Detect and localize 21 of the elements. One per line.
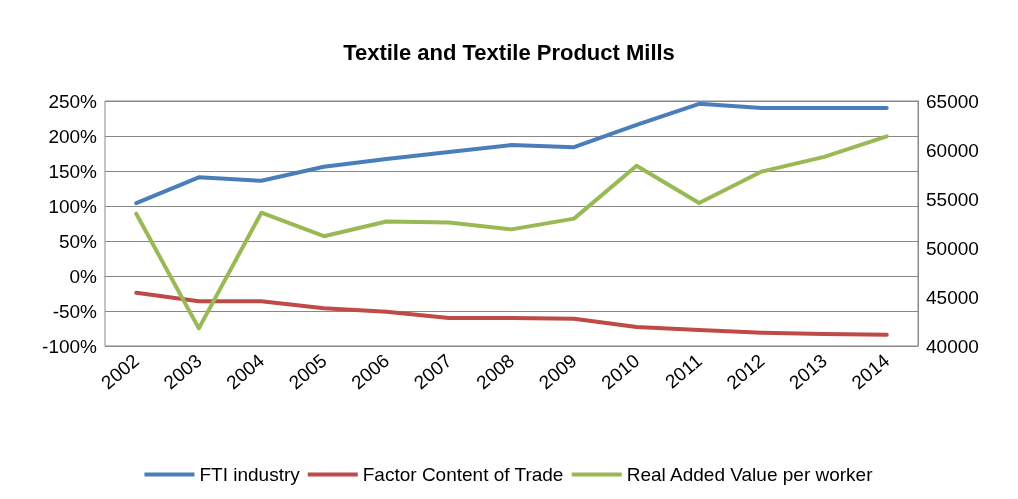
y-tick-label: 200% — [48, 125, 98, 147]
y2-tick-label: 55000 — [926, 188, 979, 210]
y-tick-label: 150% — [48, 160, 98, 182]
y-tick-label: 100% — [48, 195, 98, 217]
y-tick-label: 0% — [69, 265, 98, 287]
legend-label: Factor Content of Trade — [362, 464, 564, 485]
legend-label: Real Added Value per worker — [626, 464, 874, 485]
line-series — [134, 101, 889, 206]
y-tick-label: 250% — [48, 90, 98, 112]
y2-tick-label: 45000 — [926, 286, 979, 308]
chart-title: Textile and Textile Product Mills — [343, 39, 675, 65]
legend-label: FTI industry — [199, 464, 301, 485]
line-series — [134, 290, 889, 337]
y-tick-label: 50% — [58, 230, 98, 252]
y-tick-label: -100% — [42, 335, 98, 357]
line-series — [134, 134, 889, 331]
y-tick-label: -50% — [52, 300, 98, 322]
y2-tick-label: 65000 — [926, 90, 979, 112]
y2-tick-label: 40000 — [926, 335, 979, 357]
y2-tick-label: 60000 — [926, 139, 979, 161]
y2-tick-label: 50000 — [926, 237, 979, 259]
